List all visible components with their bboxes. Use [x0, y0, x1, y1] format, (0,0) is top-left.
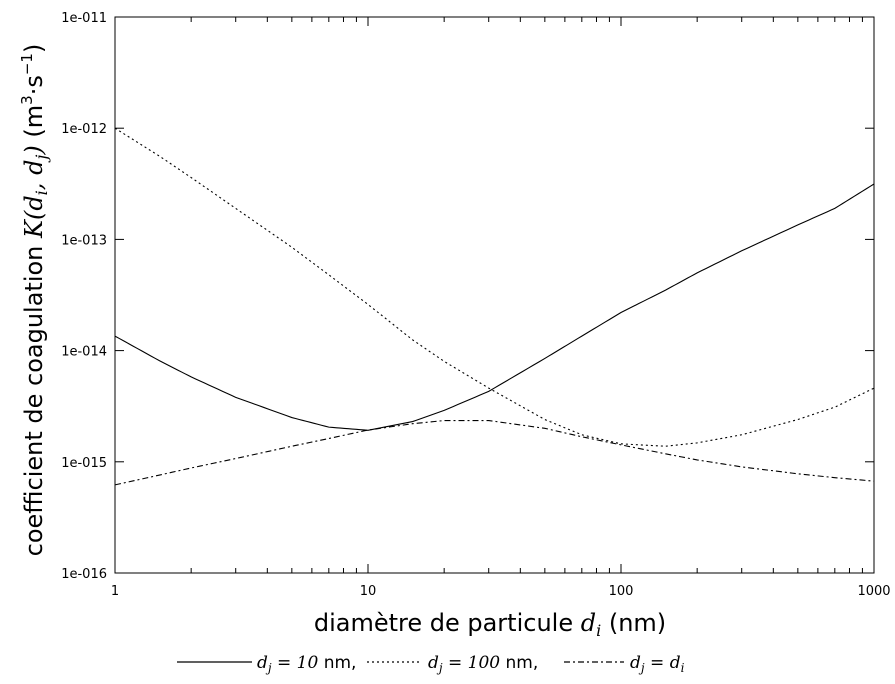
y-axis-title-math: K(d	[20, 195, 48, 239]
legend-label-djdi: dj = di	[630, 653, 685, 675]
y-axis-title-unit-suffix: )	[20, 44, 48, 53]
legend: dj = 10 nm, dj = 100 nm, dj = di	[177, 653, 685, 675]
y-tick-label: 1e-013	[61, 233, 107, 248]
y-axis-title-unit-prefix: (m	[20, 105, 48, 145]
y-axis-title-unit-exp1: 3	[18, 95, 36, 105]
x-tick-label: 100	[609, 584, 634, 599]
y-axis-title-sub2: j	[32, 155, 51, 163]
legend-label-dj10: dj = 10 nm,	[257, 653, 356, 675]
x-axis-title-suffix: (nm)	[601, 609, 666, 637]
y-axis-title-unit-exp2: −1	[18, 53, 36, 75]
y-tick-label: 1e-015	[61, 456, 107, 471]
x-axis-title-var: d	[581, 609, 596, 637]
y-tick-label: 1e-014	[61, 345, 107, 360]
x-axis-title-prefix: diamètre de particule	[314, 609, 581, 637]
y-axis-title-unit-mid: ·s	[20, 75, 48, 95]
series-line-dj10	[114, 183, 875, 431]
y-tick-label: 1e-011	[61, 11, 107, 26]
plot-frame	[114, 16, 875, 574]
y-axis-title-mid: , d	[20, 160, 48, 191]
y-tick-label: 1e-012	[61, 122, 107, 137]
y-axis-title: coefficient de coagulation K(di, dj) (m3…	[18, 44, 51, 557]
axis-ticks: 1 10 100 1000 1e-016 1e-015 1e-014 1e-013 1e-012…	[61, 11, 890, 599]
series-line-dj100	[114, 127, 875, 447]
y-axis-title-sub1: i	[32, 190, 51, 195]
x-tick-label: 1000	[857, 584, 890, 599]
series-line-djdi	[114, 419, 875, 486]
x-axis-title: diamètre de particule di (nm)	[314, 609, 666, 640]
x-axis-title-sub: i	[596, 621, 601, 640]
y-axis-title-close: )	[20, 145, 48, 155]
legend-label-dj100: dj = 100 nm,	[428, 653, 538, 675]
y-tick-label: 1e-016	[61, 567, 107, 582]
x-tick-label: 1	[111, 584, 119, 599]
x-tick-label: 10	[360, 584, 377, 599]
series-group	[114, 127, 875, 486]
y-axis-title-prefix: coefficient de coagulation	[20, 238, 48, 556]
